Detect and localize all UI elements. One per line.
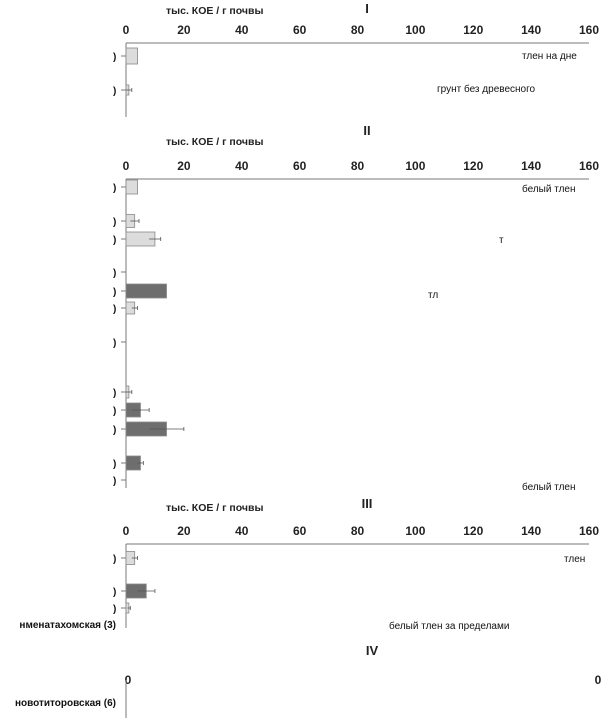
x-tick-label: 80 — [351, 524, 365, 538]
panel-roman-label: I — [365, 1, 369, 16]
row-label-fragment: ) — [113, 304, 116, 315]
category-annotation: тлен на дне — [522, 51, 577, 62]
x-axis-title: тыс. КОЕ / г почвы — [166, 5, 263, 17]
panel-roman-label: IV — [366, 643, 379, 658]
x-tick-label: 160 — [579, 524, 599, 538]
x-tick-label: 40 — [235, 23, 249, 37]
x-tick-label: 0 — [595, 673, 602, 687]
category-annotation: белый тлен — [522, 183, 576, 195]
row-label-fragment: ) — [113, 476, 116, 487]
x-tick-label: 40 — [235, 524, 249, 538]
x-tick-label: 160 — [579, 23, 599, 37]
row-label-fragment: ) — [113, 268, 116, 279]
x-axis-title: тыс. КОЕ / г почвы — [166, 136, 263, 148]
category-annotation: тл — [428, 290, 438, 301]
row-label-fragment: ) — [113, 338, 116, 349]
x-tick-label: 0 — [123, 524, 130, 538]
row-label-fragment: ) — [113, 554, 116, 565]
row-label-fragment: ) — [113, 587, 116, 598]
row-label: новотиторовская (6) — [15, 698, 116, 709]
row-label-fragment: ) — [113, 52, 116, 63]
row-label-fragment: ) — [113, 425, 116, 436]
x-tick-label: 120 — [463, 159, 483, 173]
row-label-fragment: ) — [113, 287, 116, 298]
x-tick-label: 0 — [123, 23, 130, 37]
x-tick-label: 100 — [405, 23, 425, 37]
x-tick-label: 120 — [463, 23, 483, 37]
x-tick-label: 20 — [177, 159, 191, 173]
x-tick-label: 80 — [351, 159, 365, 173]
category-annotation: белый тлен за пределами — [389, 620, 509, 632]
category-annotation: тлен — [564, 554, 585, 565]
panel-4: IV 0 0 новотиторовская (6) — [15, 643, 602, 718]
row-label-fragment: ) — [113, 388, 116, 399]
x-tick-label: 140 — [521, 524, 541, 538]
x-tick-label: 100 — [405, 524, 425, 538]
x-tick-label: 40 — [235, 159, 249, 173]
x-tick-label: 20 — [177, 524, 191, 538]
bar — [125, 283, 167, 299]
x-tick-label: 140 — [521, 23, 541, 37]
row-label-fragment: ) — [113, 406, 116, 417]
panel-roman-label: III — [362, 496, 373, 511]
x-tick-label: 60 — [293, 524, 307, 538]
panel-3: III тыс. КОЕ / г почвы 0 20 40 60 80 100 120 140 1… — [19, 496, 599, 632]
x-tick-label: 0 — [123, 159, 130, 173]
panel-2: II тыс. КОЕ / г почвы 0 20 40 60 80 100 120 140 16… — [113, 123, 599, 493]
x-tick-label: 140 — [521, 159, 541, 173]
row-label-fragment: ) — [113, 86, 116, 97]
x-tick-label: 120 — [463, 524, 483, 538]
x-tick-label: 100 — [405, 159, 425, 173]
category-annotation: грунт без древесного — [437, 83, 536, 95]
category-annotation: т — [499, 235, 504, 246]
x-tick-label: 60 — [293, 23, 307, 37]
row-label-fragment: ) — [113, 217, 116, 228]
x-tick-label: 160 — [579, 159, 599, 173]
row-label-fragment: ) — [113, 235, 116, 246]
bar — [125, 179, 138, 195]
category-annotation: белый тлен — [522, 481, 576, 493]
row-label-fragment: ) — [113, 183, 116, 194]
row-label-fragment: ) — [113, 459, 116, 470]
row-label-fragment: ) — [113, 604, 116, 615]
x-tick-label: 60 — [293, 159, 307, 173]
x-tick-label: 80 — [351, 23, 365, 37]
row-label: нменатахомская (3) — [19, 620, 116, 631]
x-tick-label: 0 — [125, 673, 132, 687]
x-axis-title: тыс. КОЕ / г почвы — [166, 502, 263, 514]
x-tick-label: 20 — [177, 23, 191, 37]
bar — [125, 47, 138, 65]
panel-roman-label: II — [363, 123, 370, 138]
